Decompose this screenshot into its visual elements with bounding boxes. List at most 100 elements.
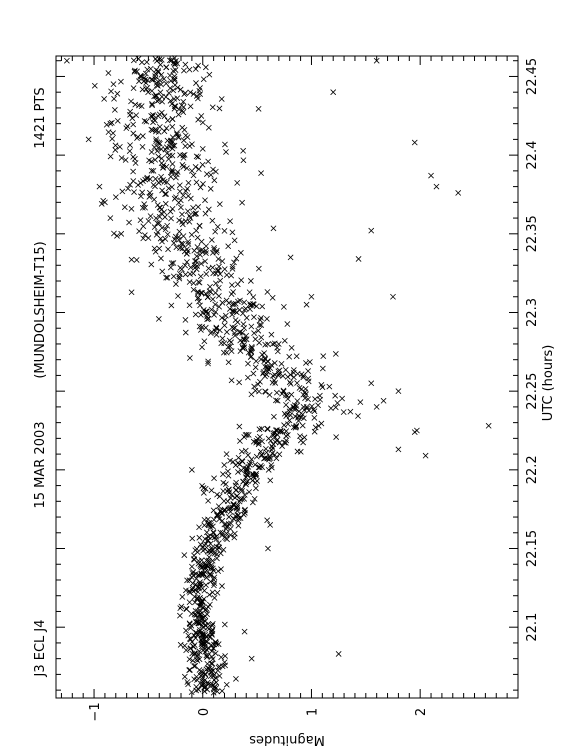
data-point: [152, 183, 158, 190]
data-point: [206, 554, 213, 561]
data-point: [236, 379, 243, 386]
data-point: [202, 324, 209, 331]
data-point: [227, 526, 234, 532]
data-point: [332, 392, 339, 399]
data-point: [231, 301, 237, 307]
data-point: [177, 86, 184, 93]
data-point: [177, 152, 183, 158]
data-point: [288, 344, 295, 351]
data-point: [200, 76, 207, 83]
data-point: [218, 566, 224, 573]
data-point: [197, 91, 204, 98]
data-point: [319, 365, 326, 372]
data-point: [315, 402, 321, 409]
data-point: [245, 432, 252, 438]
data-point: [132, 101, 139, 108]
data-point: [111, 107, 118, 113]
data-point: [194, 288, 201, 295]
data-point: [197, 184, 204, 191]
data-point: [154, 220, 161, 227]
data-point: [196, 534, 203, 541]
data-point: [241, 509, 248, 516]
data-point: [182, 61, 189, 68]
data-point: [304, 405, 310, 412]
data-point: [180, 98, 187, 105]
data-point: [245, 374, 251, 381]
data-point: [176, 217, 183, 224]
data-point: [207, 172, 214, 178]
data-point: [191, 593, 198, 600]
data-point: [241, 299, 248, 306]
data-point: [241, 495, 248, 502]
data-point: [225, 359, 232, 366]
data-point: [141, 201, 148, 208]
data-point: [194, 244, 201, 250]
data-point: [143, 118, 150, 125]
data-point: [168, 260, 175, 267]
data-point: [212, 675, 219, 681]
data-point: [223, 681, 230, 688]
data-point: [286, 417, 293, 424]
data-point: [107, 153, 114, 160]
data-point: [224, 488, 230, 495]
data-point: [212, 228, 219, 235]
data-point: [305, 368, 311, 374]
data-point: [258, 170, 264, 177]
data-point: [296, 408, 302, 415]
data-point: [285, 421, 291, 428]
data-point: [239, 487, 246, 494]
data-point: [107, 120, 114, 127]
data-point: [164, 222, 171, 229]
data-point: [219, 335, 226, 342]
data-point: [195, 62, 202, 69]
data-point: [197, 312, 204, 318]
data-point: [247, 278, 254, 284]
data-point: [195, 558, 202, 564]
data-point: [271, 377, 278, 384]
x-tick-label: 22.1: [525, 613, 540, 642]
data-point: [219, 314, 225, 321]
data-point: [182, 329, 189, 336]
data-point: [234, 507, 241, 514]
data-point: [138, 103, 145, 110]
data-point: [189, 657, 196, 664]
data-point: [221, 506, 228, 513]
data-point: [332, 404, 339, 411]
data-point: [171, 55, 178, 61]
data-point: [264, 517, 271, 524]
data-point: [214, 491, 220, 498]
data-point: [169, 101, 175, 107]
data-point: [200, 571, 207, 578]
data-point: [91, 82, 98, 89]
data-point: [189, 563, 195, 570]
data-points: [63, 55, 492, 696]
data-point: [201, 516, 208, 523]
data-point: [159, 187, 165, 194]
data-point: [229, 229, 236, 236]
data-point: [202, 485, 209, 492]
data-point: [167, 208, 174, 215]
data-point: [164, 231, 171, 238]
data-point: [213, 324, 220, 331]
data-point: [238, 277, 245, 284]
data-point: [187, 645, 194, 651]
data-point: [213, 512, 220, 518]
data-point: [264, 426, 271, 433]
data-point: [221, 498, 227, 504]
data-point: [288, 391, 295, 398]
data-point: [211, 595, 218, 601]
data-point: [265, 466, 272, 473]
data-point: [190, 172, 197, 179]
data-point: [230, 308, 237, 315]
data-point: [177, 264, 184, 271]
data-point: [205, 124, 212, 131]
data-point: [170, 260, 177, 266]
data-point: [149, 113, 156, 120]
data-point: [242, 447, 249, 454]
data-point: [257, 317, 264, 323]
data-point: [204, 654, 210, 660]
data-point: [173, 194, 179, 201]
data-point: [96, 183, 103, 190]
data-point: [153, 138, 159, 144]
data-point: [174, 131, 180, 138]
